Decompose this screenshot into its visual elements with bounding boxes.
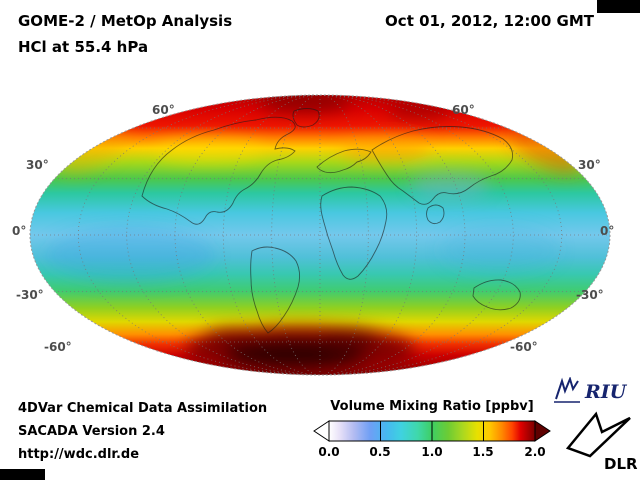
lat-label-30n-right: 30° (578, 158, 601, 172)
lat-label-60n-right: 60° (452, 103, 475, 117)
riu-logo: RIU (554, 377, 628, 403)
bottom-left-black-bar (0, 469, 45, 480)
colorbar-right-arrow (534, 420, 551, 442)
lat-label-eq-left: 0° (12, 224, 27, 238)
lat-label-60s-right: -60° (510, 340, 538, 354)
credit-line-version: SACADA Version 2.4 (18, 424, 165, 439)
riu-logo-text: RIU (584, 381, 628, 403)
lat-label-30n-left: 30° (26, 158, 49, 172)
plot-timestamp: Oct 01, 2012, 12:00 GMT (385, 12, 594, 30)
map-anomaly-blobs (45, 95, 582, 374)
colorbar (313, 420, 551, 442)
credit-line-url: http://wdc.dlr.de (18, 447, 140, 462)
colorbar-tick-marks (380, 421, 484, 441)
credit-line-assimilation: 4DVar Chemical Data Assimilation (18, 401, 268, 416)
colorbar-left-arrow (313, 420, 330, 442)
plot-title: GOME-2 / MetOp Analysis (18, 12, 233, 30)
colorbar-tick-0.0: 0.0 (318, 445, 340, 459)
map-outline (29, 94, 611, 376)
dlr-logo: DLR (565, 411, 638, 472)
lat-label-eq-right: 0° (600, 224, 615, 238)
lat-label-60s-left: -60° (44, 340, 72, 354)
colorbar-tick-1.5: 1.5 (472, 445, 494, 459)
colorbar-tick-2.0: 2.0 (524, 445, 546, 459)
dlr-logo-mark (565, 411, 631, 458)
lat-label-60n-left: 60° (152, 103, 175, 117)
dlr-logo-text: DLR (604, 455, 638, 472)
colorbar-label: Volume Mixing Ratio [ppbv] (330, 399, 534, 414)
continent-outlines (141, 108, 521, 334)
colorbar-tick-0.5: 0.5 (369, 445, 391, 459)
top-right-black-bar (597, 0, 640, 13)
colorbar-tick-1.0: 1.0 (421, 445, 443, 459)
lat-label-30s-left: -30° (16, 288, 44, 302)
lat-label-30s-right: -30° (576, 288, 604, 302)
plot-subtitle: HCl at 55.4 hPa (18, 38, 149, 56)
riu-logo-mark (555, 377, 579, 400)
